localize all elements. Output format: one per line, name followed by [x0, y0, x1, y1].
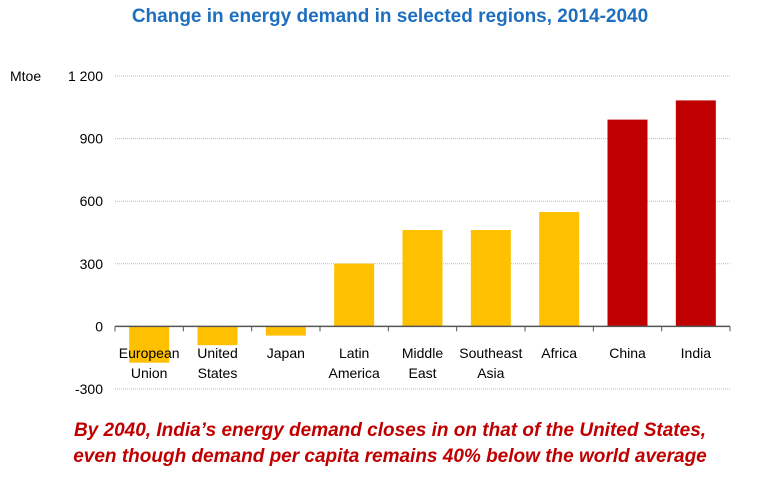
chart-caption: By 2040, India’s energy demand closes in… — [0, 418, 780, 470]
bar — [334, 263, 375, 327]
bar — [539, 212, 580, 327]
bar — [675, 100, 716, 327]
caption-line-2: even though demand per capita remains 40… — [73, 446, 707, 467]
bar — [265, 326, 306, 336]
y-tick-label: -300 — [75, 381, 103, 397]
x-tick-label: Latin — [339, 345, 369, 361]
x-tick-label: Union — [131, 365, 168, 381]
x-tick-label: Africa — [541, 345, 577, 361]
x-tick-label: Japan — [267, 345, 305, 361]
x-tick-label: Southeast — [459, 345, 522, 361]
chart-title: Change in energy demand in selected regi… — [131, 6, 649, 27]
y-tick-label: 0 — [95, 318, 103, 334]
y-tick-label: 300 — [80, 256, 104, 272]
bar — [607, 119, 648, 327]
x-tick-label: United — [197, 345, 237, 361]
caption-line-1: By 2040, India’s energy demand closes in… — [73, 420, 707, 441]
x-tick-label: China — [609, 345, 646, 361]
y-axis-label: Mtoe — [10, 68, 41, 84]
x-tick-label: Middle — [402, 345, 443, 361]
x-tick-label: India — [681, 345, 712, 361]
y-tick-label: 1 200 — [68, 68, 103, 84]
x-tick-label: States — [198, 365, 238, 381]
y-tick-label: 600 — [80, 193, 104, 209]
bar — [129, 326, 170, 363]
bar — [402, 229, 443, 327]
x-tick-label: Asia — [477, 365, 504, 381]
x-tick-label: European — [119, 345, 180, 361]
x-tick-label: East — [408, 365, 436, 381]
y-tick-label: 900 — [80, 131, 104, 147]
bar — [197, 326, 238, 346]
x-tick-label: America — [328, 365, 380, 381]
bar — [470, 229, 511, 327]
